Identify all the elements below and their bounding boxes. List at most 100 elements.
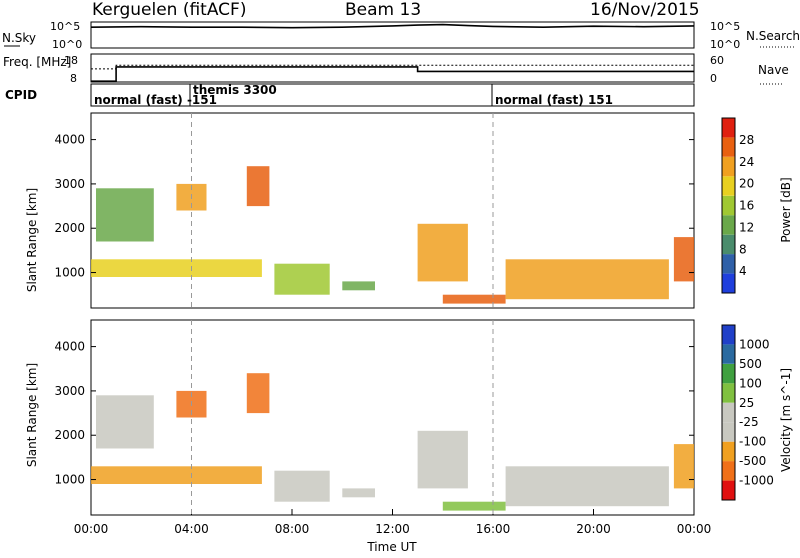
- colorbar-tick-label: -25: [739, 415, 759, 429]
- nsky-tick-low: 10^0: [52, 38, 82, 51]
- x-tick-label: 16:00: [476, 522, 511, 536]
- colorbar-swatch: [722, 137, 735, 157]
- power-yticks: 1000 2000 3000 4000: [54, 133, 694, 280]
- nave-tick-low: 0: [710, 72, 717, 85]
- power-colorbar: 4 8 12 16 20 24 28: [721, 117, 754, 294]
- nsearch-tick-high: 10^5: [710, 20, 740, 33]
- colorbar-swatch: [722, 215, 735, 235]
- power-marks: [91, 166, 694, 304]
- scatter-region-7: [417, 430, 468, 489]
- nsky-panel: N.Sky 10^5 10^0 10^5 10^0 N.Search: [2, 20, 800, 51]
- cpid-label: CPID: [5, 88, 37, 102]
- colorbar-tick-label: 25: [739, 396, 754, 410]
- y-tick-label: 4000: [54, 340, 85, 354]
- nave-series-line: [91, 64, 694, 70]
- nave-tick-high: 60: [710, 54, 724, 67]
- colorbar-swatch: [722, 402, 735, 423]
- scatter-region-1: [91, 466, 262, 484]
- scatter-region-4: [246, 166, 270, 207]
- colorbar-swatch: [722, 422, 735, 442]
- x-tick-label: 12:00: [375, 522, 410, 536]
- y-tick-label: 2000: [54, 428, 85, 442]
- freq-label: Freq. [MHz]: [3, 55, 71, 69]
- power-colorbar-label: Power [dB]: [779, 177, 793, 242]
- y-tick-label: 3000: [54, 384, 85, 398]
- colorbar-swatch: [722, 156, 735, 177]
- velocity-yticks: 1000 2000 3000 4000: [54, 340, 694, 487]
- cpid-panel: CPID normal (fast) -151 themis 3300 norm…: [5, 83, 695, 107]
- x-tick-label: 20:00: [576, 522, 611, 536]
- scatter-region-8: [442, 501, 506, 511]
- y-tick-label: 3000: [54, 177, 85, 191]
- freq-tick-high: 18: [64, 54, 78, 67]
- colorbar-tick-label: 20: [739, 177, 754, 191]
- scatter-region-2: [96, 395, 154, 449]
- scatter-region-1: [91, 259, 262, 277]
- colorbar-tick-label: 8: [739, 242, 747, 256]
- colorbar-swatch: [722, 363, 735, 384]
- colorbar-tick-label: -500: [739, 454, 766, 468]
- colorbar-tick-label: 500: [739, 357, 762, 371]
- station-title: Kerguelen (fitACF): [92, 0, 246, 20]
- cpid-segment-2: themis 3300: [193, 83, 277, 97]
- colorbar-tick-label: 100: [739, 376, 762, 390]
- nave-label: Nave: [758, 63, 789, 77]
- colorbar-tick-label: 1000: [739, 337, 770, 351]
- colorbar-swatch: [722, 325, 735, 345]
- colorbar-swatch: [722, 480, 735, 500]
- scatter-region-10: [673, 237, 694, 282]
- date-title: 16/Nov/2015: [590, 0, 700, 20]
- velocity-marks: [91, 373, 694, 511]
- scatter-region-10: [673, 444, 694, 489]
- colorbar-tick-label: 24: [739, 155, 754, 169]
- scatter-region-5: [274, 263, 330, 295]
- scatter-region-9: [505, 466, 669, 507]
- colorbar-swatch: [722, 461, 735, 481]
- velocity-colorbar-label: Velocity [m s^-1]: [779, 368, 793, 472]
- colorbar-swatch: [722, 176, 735, 196]
- x-tick-label: 00:00: [677, 522, 712, 536]
- y-tick-label: 2000: [54, 221, 85, 235]
- time-axis-label: Time UT: [366, 540, 417, 554]
- scatter-region-4: [246, 373, 270, 414]
- colorbar-tick-label: -1000: [739, 474, 774, 488]
- scatter-region-9: [505, 259, 669, 300]
- velocity-colorbar: -1000 -500 -100 -25 25 100 500 1000: [721, 324, 774, 501]
- y-tick-label: 4000: [54, 133, 85, 147]
- freq-panel: Freq. [MHz] 18 8 60 0 Nave: [3, 53, 789, 85]
- y-tick-label: 1000: [54, 266, 85, 280]
- scatter-region-2: [96, 188, 154, 242]
- scatter-region-5: [274, 470, 330, 502]
- nsearch-tick-low: 10^0: [710, 38, 740, 51]
- colorbar-tick-label: 12: [739, 220, 754, 234]
- colorbar-swatch: [722, 118, 735, 138]
- colorbar-tick-label: 16: [739, 199, 754, 213]
- colorbar-tick-label: 4: [739, 264, 747, 278]
- y-tick-label: 1000: [54, 473, 85, 487]
- colorbar-swatch: [722, 344, 735, 364]
- colorbar-tick-label: -100: [739, 435, 766, 449]
- nsky-tick-high: 10^5: [50, 20, 80, 33]
- scatter-region-6: [342, 281, 375, 291]
- cpid-segment-3: normal (fast) 151: [495, 93, 613, 107]
- colorbar-swatch: [722, 195, 735, 216]
- x-tick-label: 04:00: [174, 522, 209, 536]
- x-tick-label: 00:00: [74, 522, 109, 536]
- freq-tick-low: 8: [70, 72, 77, 85]
- x-tick-label: 08:00: [275, 522, 310, 536]
- colorbar-swatch: [722, 254, 735, 274]
- scatter-region-8: [442, 294, 506, 304]
- colorbar-swatch: [722, 441, 735, 462]
- colorbar-swatch: [722, 383, 735, 403]
- colorbar-tick-label: 28: [739, 133, 754, 147]
- nsearch-label: N.Search: [746, 29, 800, 43]
- power-ylabel: Slant Range [km]: [25, 188, 39, 292]
- nsky-label: N.Sky: [2, 31, 36, 45]
- colorbar-swatch: [722, 234, 735, 255]
- cpid-segment-1: normal (fast) -151: [94, 93, 217, 107]
- beam-title: Beam 13: [345, 0, 421, 20]
- nsky-series-line: [90, 23, 695, 29]
- time-axis: 00:00 04:00 08:00 12:00 16:00 20:00 00:00: [74, 509, 712, 536]
